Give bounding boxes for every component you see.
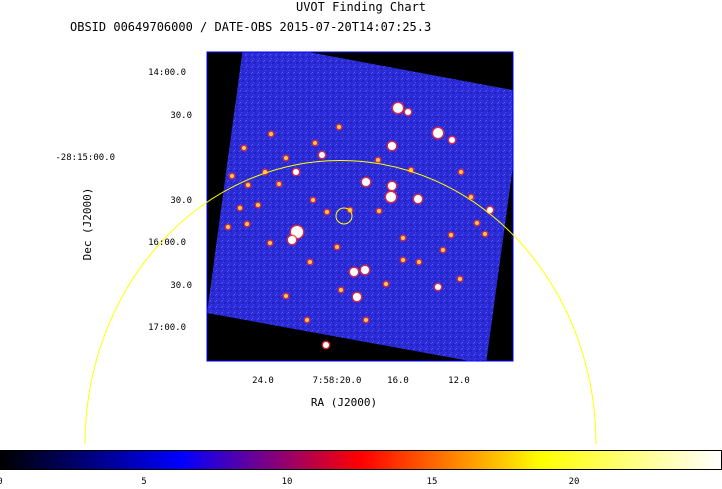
source-core (246, 183, 250, 187)
source-core (268, 241, 272, 245)
dec-tick-label: 17:00.0 (148, 323, 186, 333)
source-core (230, 174, 234, 178)
target-marker (335, 207, 353, 225)
source-core (435, 284, 441, 290)
source-core (353, 293, 361, 301)
source-core (284, 294, 288, 298)
source-core (319, 152, 325, 158)
source-core (323, 342, 329, 348)
colorbar (0, 450, 722, 470)
ra-tick-label: 16.0 (387, 376, 409, 386)
source-core (339, 288, 343, 292)
colorbar-label: 5 (141, 477, 147, 487)
colorbar-label: 10 (281, 477, 293, 487)
source-core (433, 128, 443, 138)
source-core (361, 266, 369, 274)
source-core (459, 170, 463, 174)
error-circle-arc (84, 159, 597, 445)
source-core (376, 158, 380, 162)
source-core (417, 260, 421, 264)
dec-tick-label: 30.0 (170, 111, 192, 121)
source-core (311, 198, 315, 202)
source-core (449, 137, 455, 143)
source-core (483, 232, 487, 236)
source-core (401, 236, 405, 240)
source-core (277, 182, 281, 186)
source-core (405, 109, 411, 115)
source-core (269, 132, 273, 136)
source-core (226, 225, 230, 229)
image-frame (206, 51, 514, 362)
dec-tick-label: -28:15:00.0 (55, 153, 115, 163)
source-core (284, 156, 288, 160)
source-core (293, 169, 299, 175)
source-core (458, 277, 462, 281)
source-core (441, 248, 445, 252)
chart-subtitle: OBSID 00649706000 / DATE-OBS 2015-07-20T… (70, 20, 432, 34)
source-core (256, 203, 260, 207)
source-core (469, 195, 473, 199)
ra-axis-label: RA (J2000) (310, 396, 378, 409)
source-core (335, 245, 339, 249)
source-core (362, 178, 370, 186)
colorbar-label: 15 (426, 477, 438, 487)
source-core (313, 141, 317, 145)
source-core (325, 210, 329, 214)
source-core (364, 318, 368, 322)
source-core (393, 103, 403, 113)
source-core (288, 236, 296, 244)
source-core (305, 318, 309, 322)
colorbar-label: 20 (568, 477, 580, 487)
source-core (384, 282, 388, 286)
dec-axis-label: Dec (J2000) (81, 187, 94, 261)
dec-tick-label: 16:00.0 (148, 238, 186, 248)
source-core (388, 142, 396, 150)
ra-tick-label: 12.0 (448, 376, 470, 386)
source-core (350, 268, 358, 276)
dec-tick-label: 30.0 (170, 281, 192, 291)
source-core (337, 125, 341, 129)
source-core (245, 222, 249, 226)
source-core (475, 221, 479, 225)
dec-tick-label: 30.0 (170, 196, 192, 206)
ra-tick-label: 24.0 (252, 376, 274, 386)
chart-title: UVOT Finding Chart (295, 0, 427, 14)
ra-tick-label: 7:58:20.0 (312, 376, 362, 386)
source-core (388, 182, 396, 190)
source-core (242, 146, 246, 150)
exposure-area (207, 52, 513, 361)
source-core (414, 195, 422, 203)
source-core (377, 209, 381, 213)
source-core (449, 233, 453, 237)
colorbar-label: 0 (0, 477, 15, 487)
source-core (401, 258, 405, 262)
source-core (487, 207, 493, 213)
source-core (386, 192, 396, 202)
source-core (238, 206, 242, 210)
source-core (308, 260, 312, 264)
sources-layer (224, 101, 495, 350)
dec-tick-label: 14:00.0 (148, 68, 186, 78)
